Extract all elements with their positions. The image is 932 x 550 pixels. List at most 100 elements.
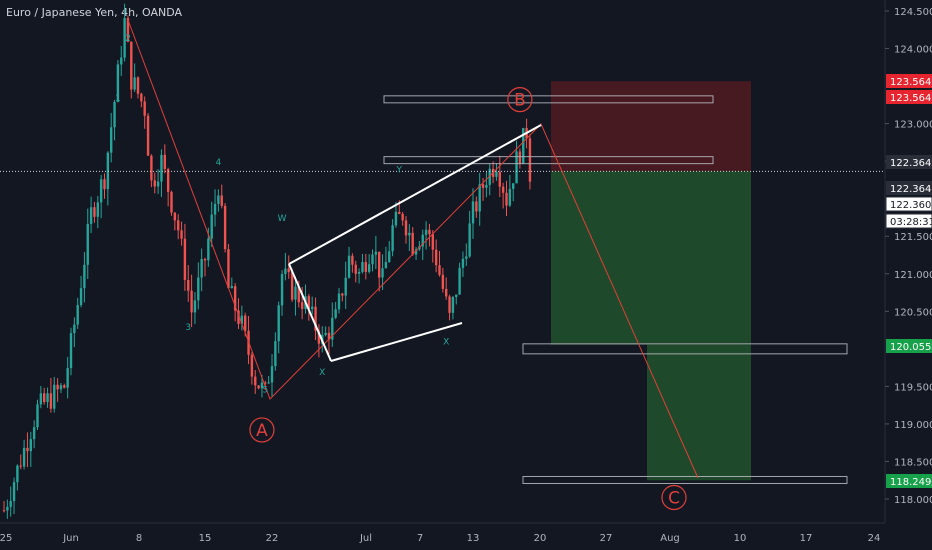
candle-body[interactable]: [394, 211, 398, 226]
candle-body[interactable]: [495, 171, 498, 177]
candle-body[interactable]: [481, 184, 485, 188]
candle-body[interactable]: [498, 171, 501, 187]
candle-body[interactable]: [501, 186, 505, 193]
candle-body[interactable]: [217, 195, 220, 204]
channel-lower-line[interactable]: [330, 322, 463, 362]
candle-body[interactable]: [465, 256, 468, 259]
candle-body[interactable]: [361, 262, 364, 272]
candle-body[interactable]: [73, 324, 76, 334]
candle-body[interactable]: [411, 232, 414, 255]
candle-body[interactable]: [43, 393, 46, 403]
candle-body[interactable]: [83, 264, 86, 289]
candle-body[interactable]: [173, 212, 177, 221]
candle-body[interactable]: [39, 393, 43, 405]
candle-body[interactable]: [56, 384, 59, 390]
candle-body[interactable]: [421, 234, 424, 247]
candle-body[interactable]: [455, 294, 458, 298]
candle-body[interactable]: [126, 18, 130, 42]
candle-body[interactable]: [327, 332, 331, 340]
candle-body[interactable]: [113, 101, 116, 128]
candle-body[interactable]: [277, 305, 280, 342]
candle-body[interactable]: [150, 155, 153, 181]
candle-body[interactable]: [518, 151, 522, 164]
candle-body[interactable]: [146, 115, 150, 156]
candle-body[interactable]: [522, 128, 525, 164]
candle-body[interactable]: [508, 188, 512, 206]
candle-body[interactable]: [331, 317, 334, 340]
candle-body[interactable]: [223, 205, 227, 250]
candle-body[interactable]: [183, 238, 187, 280]
candle-body[interactable]: [110, 127, 113, 153]
candle-body[interactable]: [237, 310, 240, 324]
channel-upper-line[interactable]: [288, 124, 542, 265]
level-box-target-2[interactable]: [522, 475, 848, 484]
candle-body[interactable]: [6, 506, 9, 511]
candle-body[interactable]: [351, 255, 354, 265]
candle-body[interactable]: [79, 288, 83, 306]
candle-body[interactable]: [170, 191, 173, 213]
candle-body[interactable]: [116, 64, 120, 102]
candle-body[interactable]: [16, 465, 19, 483]
candle-body[interactable]: [93, 207, 96, 217]
candle-body[interactable]: [311, 306, 314, 310]
candle-body[interactable]: [26, 447, 29, 452]
candle-body[interactable]: [364, 262, 367, 272]
candle-body[interactable]: [163, 154, 166, 169]
candle-body[interactable]: [9, 501, 12, 507]
candle-body[interactable]: [381, 268, 384, 278]
candle-body[interactable]: [441, 274, 445, 289]
candle-body[interactable]: [207, 238, 210, 261]
candle-body[interactable]: [294, 286, 297, 300]
candle-body[interactable]: [404, 220, 408, 236]
candle-body[interactable]: [445, 288, 448, 297]
candle-body[interactable]: [471, 201, 475, 224]
candle-body[interactable]: [89, 207, 93, 224]
candle-body[interactable]: [46, 393, 49, 403]
candle-body[interactable]: [408, 232, 411, 236]
candle-body[interactable]: [66, 368, 69, 388]
candle-body[interactable]: [220, 195, 223, 206]
candle-body[interactable]: [106, 152, 110, 190]
candle-body[interactable]: [324, 332, 327, 335]
candle-body[interactable]: [287, 268, 290, 273]
candle-body[interactable]: [166, 168, 170, 192]
candle-body[interactable]: [280, 273, 284, 306]
candle-body[interactable]: [478, 184, 481, 212]
candle-body[interactable]: [341, 293, 344, 296]
candle-body[interactable]: [230, 286, 233, 289]
candle-body[interactable]: [32, 427, 36, 440]
level-box-entry[interactable]: [383, 156, 714, 165]
channel-left-line[interactable]: [288, 263, 332, 362]
candle-body[interactable]: [136, 77, 140, 94]
candle-body[interactable]: [133, 77, 136, 90]
candle-body[interactable]: [160, 154, 163, 182]
candle-body[interactable]: [488, 168, 491, 185]
candle-body[interactable]: [458, 267, 461, 295]
candle-body[interactable]: [468, 223, 471, 257]
candle-body[interactable]: [203, 259, 207, 261]
candle-body[interactable]: [378, 251, 381, 278]
candle-body[interactable]: [448, 296, 451, 313]
candle-body[interactable]: [264, 382, 267, 384]
candle-body[interactable]: [197, 277, 200, 301]
wave-abc-path[interactable]: [127, 19, 699, 479]
candle-body[interactable]: [314, 306, 317, 331]
candle-body[interactable]: [398, 211, 401, 214]
candle-body[interactable]: [367, 264, 371, 272]
candle-body[interactable]: [428, 229, 431, 235]
candle-body[interactable]: [22, 447, 26, 467]
candle-body[interactable]: [451, 297, 455, 313]
candle-body[interactable]: [2, 510, 6, 512]
candle-body[interactable]: [96, 202, 99, 217]
candle-body[interactable]: [140, 93, 143, 102]
candle-body[interactable]: [374, 251, 378, 255]
candle-body[interactable]: [86, 223, 89, 265]
candle-body[interactable]: [200, 259, 203, 278]
candle-body[interactable]: [63, 385, 66, 388]
candle-body[interactable]: [388, 251, 391, 262]
candle-body[interactable]: [297, 286, 300, 303]
candle-body[interactable]: [190, 290, 193, 313]
candle-body[interactable]: [187, 279, 190, 291]
